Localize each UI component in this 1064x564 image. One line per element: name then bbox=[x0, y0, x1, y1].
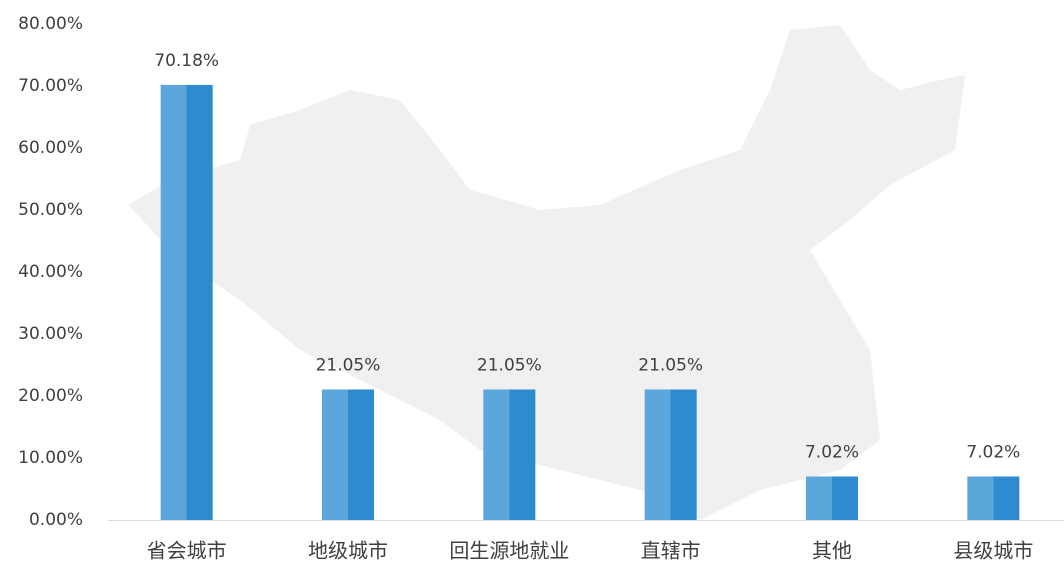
x-tick-label: 直辖市 bbox=[641, 539, 701, 563]
y-tick-label: 0.00% bbox=[29, 510, 83, 530]
data-label: 7.02% bbox=[966, 442, 1020, 462]
bar bbox=[160, 84, 213, 520]
x-tick-label: 省会城市 bbox=[147, 539, 227, 563]
data-label: 21.05% bbox=[477, 355, 542, 375]
y-tick-label: 20.00% bbox=[18, 386, 83, 406]
x-tick-label: 县级城市 bbox=[953, 539, 1033, 563]
y-tick-label: 50.00% bbox=[18, 200, 83, 220]
data-label: 21.05% bbox=[316, 355, 381, 375]
data-label: 70.18% bbox=[154, 51, 219, 71]
bar bbox=[322, 389, 374, 520]
bar bbox=[644, 389, 697, 520]
y-tick-label: 30.00% bbox=[18, 324, 83, 344]
bar bbox=[967, 476, 1020, 520]
y-tick-label: 70.00% bbox=[18, 76, 83, 96]
bar bbox=[483, 389, 536, 520]
x-tick-label: 地级城市 bbox=[308, 539, 388, 563]
data-label: 21.05% bbox=[638, 355, 703, 375]
map-background bbox=[128, 25, 965, 520]
x-tick-label: 回生源地就业 bbox=[449, 539, 569, 563]
bar bbox=[806, 476, 858, 520]
x-tick-label: 其他 bbox=[812, 539, 852, 563]
y-tick-label: 40.00% bbox=[18, 262, 83, 282]
y-tick-label: 80.00% bbox=[18, 14, 83, 34]
data-label: 7.02% bbox=[805, 442, 859, 462]
y-tick-label: 60.00% bbox=[18, 138, 83, 158]
y-tick-label: 10.00% bbox=[18, 448, 83, 468]
